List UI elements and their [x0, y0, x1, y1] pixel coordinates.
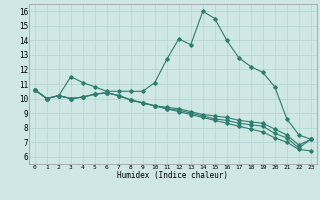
X-axis label: Humidex (Indice chaleur): Humidex (Indice chaleur) [117, 171, 228, 180]
